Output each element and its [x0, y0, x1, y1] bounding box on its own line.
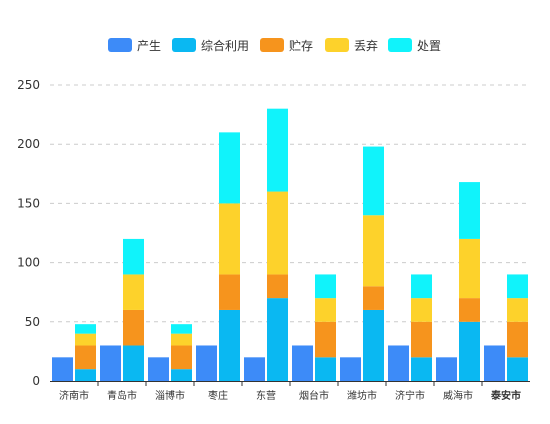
legend-item-disposal[interactable]: 处置: [388, 38, 441, 53]
legend-swatch-comprehensive: [172, 38, 196, 52]
bar-storage[interactable]: [219, 274, 240, 310]
bar-storage[interactable]: [267, 274, 288, 299]
bar-disposal[interactable]: [171, 324, 192, 334]
bar-comprehensive[interactable]: [411, 357, 432, 381]
x-tick-label: 枣庄: [208, 389, 228, 402]
legend-swatch-disposal: [388, 38, 412, 52]
bar-produce[interactable]: [148, 357, 169, 381]
bar-comprehensive[interactable]: [507, 357, 528, 381]
bar-discard[interactable]: [219, 203, 240, 275]
bar-discard[interactable]: [75, 333, 96, 346]
bar-produce[interactable]: [484, 345, 505, 381]
y-tick-label: 150: [17, 196, 40, 210]
bar-produce[interactable]: [388, 345, 409, 381]
bar-produce[interactable]: [436, 357, 457, 381]
bar-produce[interactable]: [340, 357, 361, 381]
bar-comprehensive[interactable]: [123, 345, 144, 381]
x-tick-label: 潍坊市: [347, 389, 377, 402]
y-tick-label: 200: [17, 137, 40, 151]
bar-discard[interactable]: [507, 298, 528, 322]
y-tick-label: 50: [25, 315, 40, 329]
bar-disposal[interactable]: [363, 146, 384, 216]
grid: [50, 84, 530, 323]
y-tick-label: 100: [17, 256, 40, 270]
bar-storage[interactable]: [507, 321, 528, 358]
x-tick-label: 济南市: [59, 389, 89, 402]
bar-discard[interactable]: [267, 191, 288, 275]
x-tick-label: 济宁市: [395, 389, 425, 402]
bar-comprehensive[interactable]: [267, 298, 288, 381]
legend-swatch-storage: [260, 38, 284, 52]
bar-disposal[interactable]: [411, 274, 432, 299]
legend-item-discard[interactable]: 丢弃: [325, 38, 378, 53]
bar-storage[interactable]: [459, 298, 480, 322]
bar-disposal[interactable]: [459, 182, 480, 239]
x-tick-label: 淄博市: [155, 389, 185, 402]
legend-label-produce: 产生: [137, 39, 161, 53]
legend: 产生 综合利用 贮存 丢弃 处置: [108, 38, 441, 53]
x-tick-label: 威海市: [443, 389, 473, 402]
bar-disposal[interactable]: [123, 238, 144, 275]
legend-swatch-produce: [108, 38, 132, 52]
bar-storage[interactable]: [411, 321, 432, 358]
x-tick-label: 烟台市: [299, 389, 329, 402]
legend-swatch-discard: [325, 38, 349, 52]
bar-storage[interactable]: [315, 321, 336, 358]
legend-item-comprehensive[interactable]: 综合利用: [172, 38, 249, 53]
bar-produce[interactable]: [100, 345, 121, 381]
bar-comprehensive[interactable]: [219, 309, 240, 381]
bar-disposal[interactable]: [219, 132, 240, 204]
bar-discard[interactable]: [171, 333, 192, 346]
bar-disposal[interactable]: [507, 274, 528, 299]
y-tick-label: 0: [32, 374, 40, 388]
bar-storage[interactable]: [171, 345, 192, 370]
bar-disposal[interactable]: [75, 324, 96, 334]
y-tick-label: 250: [17, 78, 40, 92]
legend-label-disposal: 处置: [417, 39, 441, 53]
x-tick-label: 青岛市: [107, 389, 137, 402]
bar-disposal[interactable]: [267, 108, 288, 192]
bar-disposal[interactable]: [315, 274, 336, 299]
bar-comprehensive[interactable]: [75, 369, 96, 381]
x-tick-label: 泰安市: [490, 389, 521, 402]
bar-discard[interactable]: [315, 298, 336, 322]
x-tick-label: 东营: [256, 389, 276, 402]
bar-storage[interactable]: [75, 345, 96, 370]
legend-label-discard: 丢弃: [354, 38, 378, 53]
bar-comprehensive[interactable]: [459, 321, 480, 381]
bars: [52, 108, 528, 381]
legend-item-storage[interactable]: 贮存: [260, 38, 313, 53]
bar-storage[interactable]: [363, 286, 384, 310]
bar-discard[interactable]: [459, 238, 480, 299]
bar-discard[interactable]: [363, 215, 384, 287]
legend-label-comprehensive: 综合利用: [201, 38, 249, 53]
bar-produce[interactable]: [244, 357, 265, 381]
bar-discard[interactable]: [123, 274, 144, 310]
legend-label-storage: 贮存: [289, 38, 313, 53]
bar-produce[interactable]: [52, 357, 73, 381]
axes: 0 50 100 150 200 250 济南市 青岛市 淄博市 枣庄 东营 烟台市 潍坊市 济宁市 威海市…: [17, 78, 530, 402]
bar-storage[interactable]: [123, 309, 144, 346]
bar-comprehensive[interactable]: [315, 357, 336, 381]
bar-discard[interactable]: [411, 298, 432, 322]
bar-produce[interactable]: [292, 345, 313, 381]
bar-produce[interactable]: [196, 345, 217, 381]
legend-item-produce[interactable]: 产生: [108, 38, 161, 53]
bar-comprehensive[interactable]: [171, 369, 192, 381]
bar-comprehensive[interactable]: [363, 309, 384, 381]
